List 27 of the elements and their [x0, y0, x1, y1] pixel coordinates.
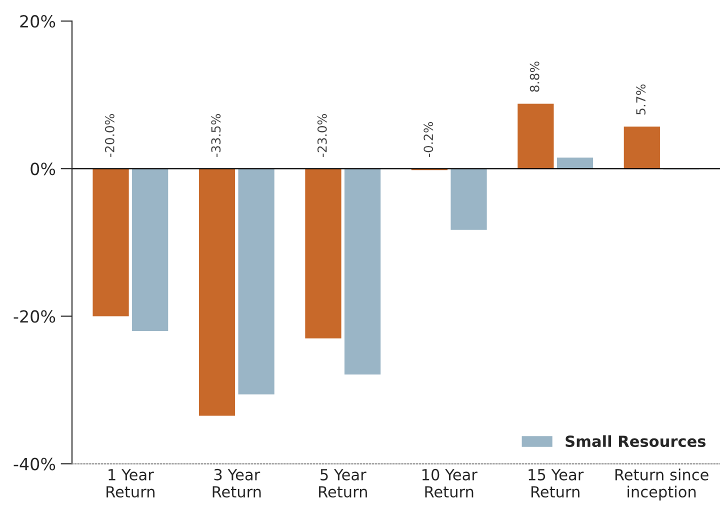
y-tick-label: 0% — [30, 162, 56, 176]
bar — [450, 168, 487, 230]
data-label: -33.5% — [211, 114, 221, 157]
y-tick-label: 20% — [20, 15, 56, 28]
x-tick-label: 3 Year Return — [212, 468, 261, 498]
data-label: -20.0% — [104, 114, 114, 157]
data-label: -0.2% — [424, 122, 434, 157]
bar — [518, 104, 554, 169]
data-label: 5.7% — [636, 84, 646, 115]
legend-label: Small Resources — [566, 435, 706, 448]
data-label: 8.8% — [530, 62, 540, 92]
x-tick-label: 15 Year Return — [528, 469, 584, 498]
y-tick-label: -40% — [14, 458, 56, 470]
x-tick-label: 5 Year Return — [319, 469, 367, 498]
bar — [238, 168, 274, 394]
bar — [305, 168, 342, 338]
x-tick-label: Return since inception — [615, 468, 708, 501]
y-tick-label: -20% — [14, 310, 56, 323]
bar — [132, 168, 168, 331]
bar — [344, 168, 381, 374]
bar — [92, 168, 129, 316]
x-tick-label: 10 Year Return — [422, 468, 478, 498]
bar — [624, 126, 660, 169]
data-label: -23.0% — [317, 114, 327, 157]
bar — [556, 158, 594, 169]
bar — [198, 168, 236, 416]
x-tick-label: 1 Year Return — [106, 469, 154, 498]
